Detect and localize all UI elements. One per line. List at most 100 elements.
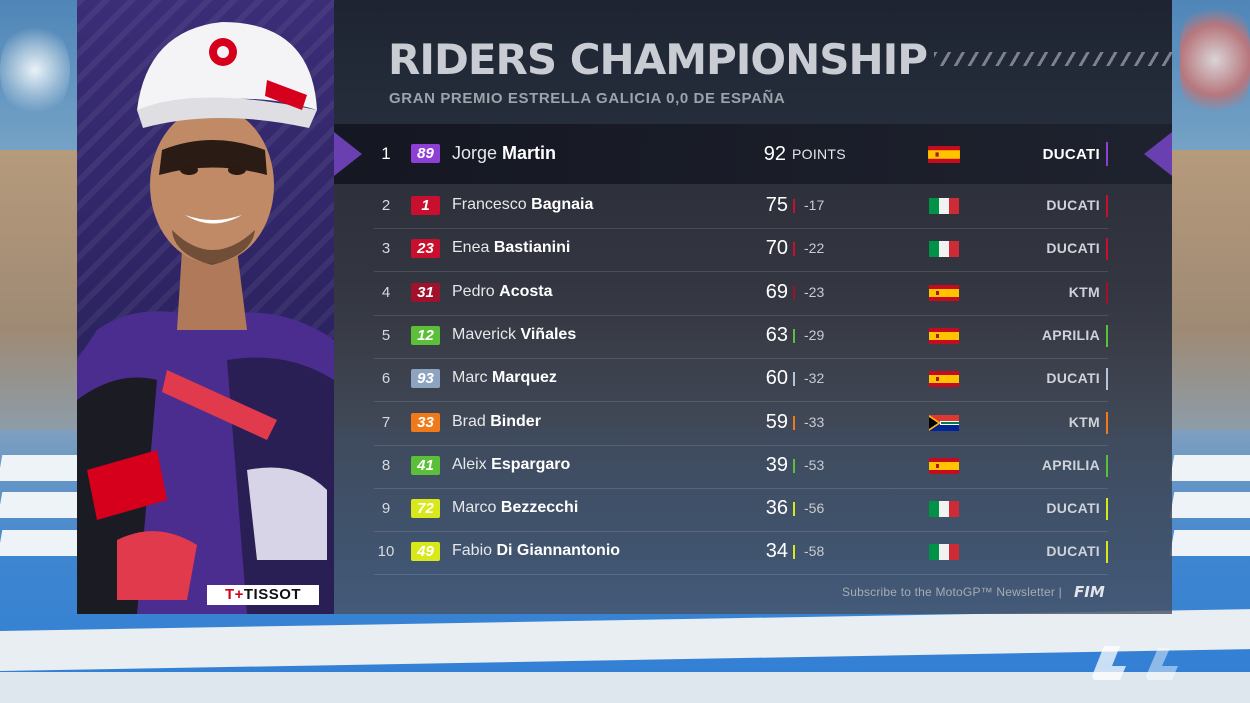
rider-points: 34	[765, 540, 788, 563]
newsletter-text[interactable]: Subscribe to the MotoGP™ Newsletter	[842, 585, 1056, 599]
gap-color-tick	[793, 328, 795, 343]
rider-position: 8	[381, 456, 391, 474]
gap-color-tick	[793, 199, 795, 213]
tissot-label: TISSOT	[243, 586, 302, 603]
rider-number-badge: 1	[411, 196, 440, 215]
footer-separator: |	[1058, 585, 1062, 599]
gap-color-tick	[793, 458, 795, 473]
rider-points: 59	[765, 410, 788, 433]
rider-name: Brad Binder	[452, 413, 541, 431]
table-row: 3 23 Enea Bastianini 70 -22 DUCATI	[374, 228, 1108, 273]
rider-name: Jorge Martin	[452, 143, 556, 164]
rider-name: Enea Bastianini	[452, 239, 570, 257]
rider-last-name: Bagnaia	[531, 196, 594, 213]
rider-first-name: Enea	[452, 239, 490, 257]
table-row: 1 89 Jorge Martin 92 POINTS DUCATI	[374, 132, 1108, 175]
fim-logo: FIM	[1074, 583, 1105, 601]
gap-color-tick	[793, 242, 795, 257]
table-row: 2 1 Francesco Bagnaia 75 -17 DUCATI	[374, 185, 1108, 229]
team-name: APRILIA	[1041, 456, 1100, 473]
rider-points: 69	[765, 280, 788, 303]
team-color-tick	[1106, 195, 1108, 217]
table-row: 7 33 Brad Binder 59 -33 KTM	[374, 402, 1108, 446]
rider-last-name: Acosta	[499, 282, 553, 300]
flag-icon	[929, 327, 959, 344]
flag-icon	[929, 501, 959, 518]
points-gap: -17	[804, 197, 825, 213]
flag-icon	[929, 284, 959, 301]
rider-position: 3	[381, 240, 391, 258]
event-subtitle: GRAN PREMIO ESTRELLA GALICIA 0,0 DE ESPA…	[389, 90, 786, 107]
gap-color-tick	[793, 415, 795, 430]
rider-name: Pedro Acosta	[452, 283, 553, 301]
rider-number-badge: 23	[411, 239, 440, 259]
rider-first-name: Marc	[452, 369, 488, 387]
rider-first-name: Francesco	[452, 196, 527, 213]
page-title: RIDERS CHAMPIONSHIP	[388, 35, 928, 84]
rider-first-name: Fabio	[452, 542, 493, 560]
rider-points: 39	[765, 453, 788, 476]
table-row: 8 41 Aleix Espargaro 39 -53 APRILIA	[374, 445, 1108, 489]
rider-last-name: Espargaro	[491, 455, 571, 473]
gap-color-tick	[793, 545, 795, 560]
table-row: 5 12 Maverick Viñales 63 -29 APRILIA	[374, 315, 1108, 359]
flag-icon	[929, 457, 959, 474]
rider-number-badge: 89	[411, 144, 440, 163]
bg-light-right	[1180, 0, 1250, 120]
rider-portrait-icon	[77, 22, 334, 614]
rider-position: 5	[381, 326, 391, 344]
team-name: KTM	[1068, 283, 1100, 300]
rider-position: 2	[381, 197, 391, 214]
rider-last-name: Bastianini	[493, 239, 571, 257]
team-color-tick	[1106, 411, 1108, 434]
team-color-tick	[1106, 281, 1108, 304]
rider-points: 70	[765, 237, 788, 260]
flag-icon	[929, 198, 959, 214]
rider-name: Francesco Bagnaia	[452, 196, 593, 214]
team-name: DUCATI	[1042, 146, 1100, 163]
rider-last-name: Martin	[502, 143, 557, 163]
gap-color-tick	[793, 285, 795, 300]
rider-card: 89 T+TISSOT	[77, 0, 334, 614]
rider-points: 36	[765, 497, 788, 520]
team-color-tick	[1106, 498, 1108, 521]
team-name: DUCATI	[1046, 500, 1100, 517]
rider-first-name: Brad	[452, 412, 486, 430]
tissot-mark: T+	[224, 586, 244, 603]
team-color-tick	[1106, 238, 1108, 261]
flag-icon	[929, 241, 959, 258]
team-name: DUCATI	[1046, 197, 1100, 213]
rider-first-name: Marco	[452, 499, 497, 517]
rider-number-badge: 31	[411, 282, 440, 302]
table-row: 9 72 Marco Bezzecchi 36 -56 DUCATI	[374, 488, 1108, 533]
team-name: APRILIA	[1041, 326, 1100, 343]
rider-last-name: Marquez	[492, 369, 557, 387]
rider-last-name: Viñales	[520, 325, 577, 343]
rider-number-badge: 41	[411, 455, 440, 475]
table-row: 6 93 Marc Marquez 60 -32 DUCATI	[374, 358, 1108, 403]
bg-light-left	[0, 20, 70, 120]
rider-points: 92	[763, 143, 786, 165]
rider-last-name: Bezzecchi	[500, 499, 579, 517]
newsletter-footer[interactable]: Subscribe to the MotoGP™ Newsletter |	[842, 585, 1062, 599]
rider-name: Maverick Viñales	[452, 326, 576, 344]
rider-first-name: Aleix	[452, 455, 487, 473]
leader-arrow-left-icon	[334, 132, 362, 176]
points-gap: -22	[804, 240, 825, 257]
flag-icon	[929, 371, 959, 388]
table-row: 4 31 Pedro Acosta 69 -23 KTM	[374, 272, 1108, 316]
team-color-tick	[1106, 454, 1108, 477]
rider-position: 4	[381, 283, 391, 301]
points-label: POINTS	[792, 146, 846, 162]
rider-points: 60	[765, 367, 788, 390]
rider-last-name: Di Giannantonio	[496, 542, 621, 560]
rider-points: 75	[765, 194, 788, 216]
rider-number-badge: 33	[411, 412, 440, 432]
rider-position: 10	[377, 543, 395, 561]
rider-points: 63	[765, 323, 788, 346]
gap-color-tick	[793, 372, 795, 387]
team-name: DUCATI	[1046, 370, 1100, 387]
tissot-sponsor: T+TISSOT	[207, 585, 319, 605]
rider-position: 9	[381, 500, 391, 518]
points-gap: -32	[804, 370, 825, 387]
